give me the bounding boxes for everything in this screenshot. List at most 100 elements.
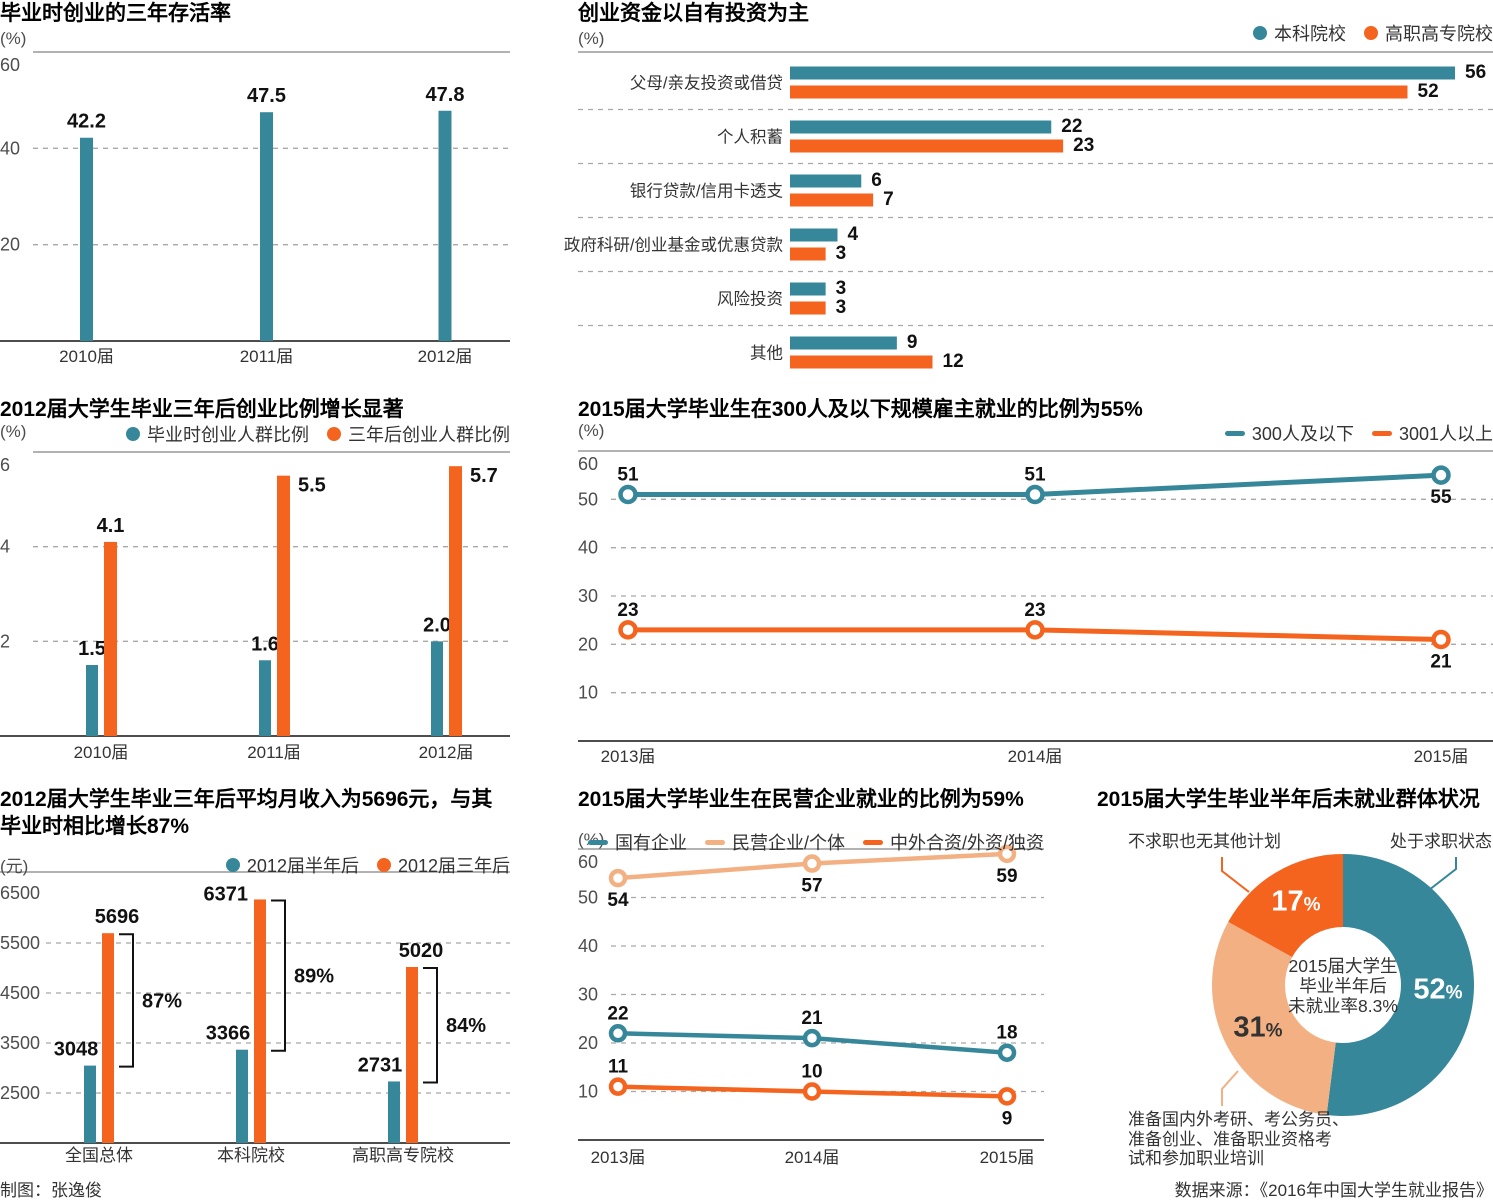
donut-callout-job-seeking: 处于求职状态: [1390, 832, 1492, 851]
y-tick-label: 10: [578, 1082, 598, 1102]
donut-pct-job-seeking: 52%: [1413, 974, 1462, 1007]
donut-callout-line: 准备国内外考研、考公务员、: [1128, 1110, 1349, 1129]
legend-dot-icon: [225, 858, 240, 872]
legend-item: 高职高专院校: [1364, 20, 1493, 46]
point-民营企业/个体-2014届: [802, 854, 822, 873]
footer-source: 数据来源：《2016年中国大学生就业报告》: [1174, 1181, 1493, 1200]
bar-value-label: 5020: [399, 940, 444, 962]
legend-employer: 300人及以下 3001人以上: [1224, 420, 1493, 446]
donut-pct-no-plan: 17%: [1271, 886, 1320, 919]
x-category-label: 2010届: [59, 347, 114, 366]
legend-dash-icon: [1224, 430, 1245, 436]
legend-dot-icon: [376, 858, 391, 872]
legend-label: 高职高专院校: [1385, 24, 1493, 44]
pct-number: 17: [1271, 885, 1304, 918]
y-tick-label: 20: [578, 1033, 598, 1053]
bar-全国总体-2012届三年后: [102, 933, 114, 1143]
y-tick-label: 40: [578, 538, 598, 558]
bar-value-label: 1.5: [78, 638, 106, 660]
donut-hole: [1285, 927, 1401, 1043]
bar-value-label: 42.2: [67, 111, 106, 133]
y-tick-label: 6500: [0, 883, 40, 903]
bar-个人积蓄-本科院校: [790, 120, 1052, 134]
bar-2010届-三年后创业人群比例: [104, 541, 117, 736]
pct-sign: %: [1303, 894, 1321, 916]
bar-value-label: 3: [836, 278, 847, 299]
legend-label: 三年后创业人群比例: [348, 425, 510, 445]
y-tick-label: 2500: [0, 1083, 40, 1103]
bar-2012届-三年后创业人群比例: [449, 466, 462, 736]
bar-政府科研/创业基金或优惠贷款-本科院校: [790, 228, 838, 242]
bar-value-label: 3: [836, 297, 847, 318]
leader-line-preparing: [1221, 1070, 1239, 1106]
bar-本科院校-2012届三年后: [254, 899, 266, 1143]
x-category-label: 高职高专院校: [352, 1146, 454, 1165]
chart-title-employer: 2015届大学毕业生在300人及以下规模雇主就业的比例为55%: [578, 398, 1143, 421]
bar-个人积蓄-高职高专院校: [790, 139, 1064, 153]
bar-value-label: 6371: [204, 883, 249, 905]
legend-item: 国有企业: [587, 829, 687, 855]
bar-value-label: 9: [907, 332, 918, 353]
point-value-label: 57: [801, 876, 822, 897]
point-300人及以下-2015届: [1431, 465, 1451, 485]
y-tick-label: 30: [578, 985, 598, 1005]
bar-value-label: 22: [1061, 116, 1082, 137]
category-label: 个人积蓄: [717, 128, 783, 147]
point-中外合资/外资/独资-2015届: [997, 1087, 1017, 1106]
point-国有企业-2013届: [608, 1024, 628, 1043]
pct-sign: %: [1265, 1020, 1283, 1042]
y-tick-label: 40: [578, 936, 598, 956]
bar-value-label: 5.5: [298, 475, 326, 497]
donut-pct-preparing: 31%: [1233, 1012, 1282, 1045]
footer-credit: 制图：张逸俊: [0, 1181, 102, 1200]
point-中外合资/外资/独资-2013届: [608, 1077, 628, 1096]
y-tick-label: 20: [0, 235, 20, 255]
legend-dot-icon: [1364, 26, 1378, 40]
leader-line-no-plan: [1221, 857, 1250, 893]
legend-dot-icon: [1253, 26, 1267, 40]
point-value-label: 59: [996, 866, 1017, 887]
bar-value-label: 5696: [95, 906, 140, 928]
donut-center-text: 2015届大学生 毕业半年后 未就业率8.3%: [1288, 956, 1398, 1016]
point-value-label: 54: [607, 890, 629, 911]
point-value-label: 21: [801, 1008, 823, 1029]
unit-label-startup: (%): [0, 422, 27, 441]
legend-item: 2012届半年后: [225, 852, 359, 878]
legend-income: 2012届半年后 2012届三年后: [225, 852, 510, 878]
bar-风险投资-本科院校: [790, 282, 826, 296]
x-category-label: 2014届: [1008, 747, 1063, 766]
bar-银行贷款/信用卡透支-高职高专院校: [790, 193, 874, 207]
bar-value-label: 3048: [54, 1039, 99, 1061]
x-category-label: 2015届: [980, 1148, 1035, 1167]
category-label: 银行贷款/信用卡透支: [630, 182, 783, 201]
point-3001人以上-2015届: [1431, 629, 1451, 650]
bar-value-label: 23: [1073, 135, 1094, 156]
legend-label: 2012届三年后: [397, 856, 510, 876]
bar-value-label: 7: [883, 189, 894, 210]
point-value-label: 51: [617, 465, 639, 486]
bar-value-label: 1.6: [251, 633, 279, 655]
donut-callout-no-plan: 不求职也无其他计划: [1128, 832, 1281, 851]
bar-高职高专院校-2012届半年后: [388, 1081, 400, 1143]
bar-value-label: 4.1: [97, 515, 125, 537]
growth-label: 87%: [142, 990, 182, 1012]
bar-本科院校-2012届半年后: [236, 1049, 248, 1143]
y-tick-label: 10: [578, 683, 598, 703]
leader-line-job-seeking: [1428, 857, 1457, 891]
bar-value-label: 2.0: [423, 614, 451, 636]
y-tick-label: 4500: [0, 983, 40, 1003]
legend-item: 本科院校: [1253, 20, 1346, 46]
bar-其他-本科院校: [790, 336, 897, 350]
bar-value-label: 56: [1465, 62, 1486, 83]
y-tick-label: 6: [0, 455, 10, 475]
unit-label-funding: (%): [578, 29, 605, 48]
legend-label: 2012届半年后: [246, 856, 359, 876]
donut-callout-preparing: 准备国内外考研、考公务员、 准备创业、准备职业资格考 试和参加职业培训: [1128, 1110, 1349, 1169]
legend-item: 2012届三年后: [376, 852, 510, 878]
point-value-label: 22: [607, 1003, 628, 1024]
y-tick-label: 5500: [0, 933, 40, 953]
donut-callout-line: 准备创业、准备职业资格考: [1128, 1129, 1332, 1149]
point-value-label: 21: [1430, 652, 1452, 673]
